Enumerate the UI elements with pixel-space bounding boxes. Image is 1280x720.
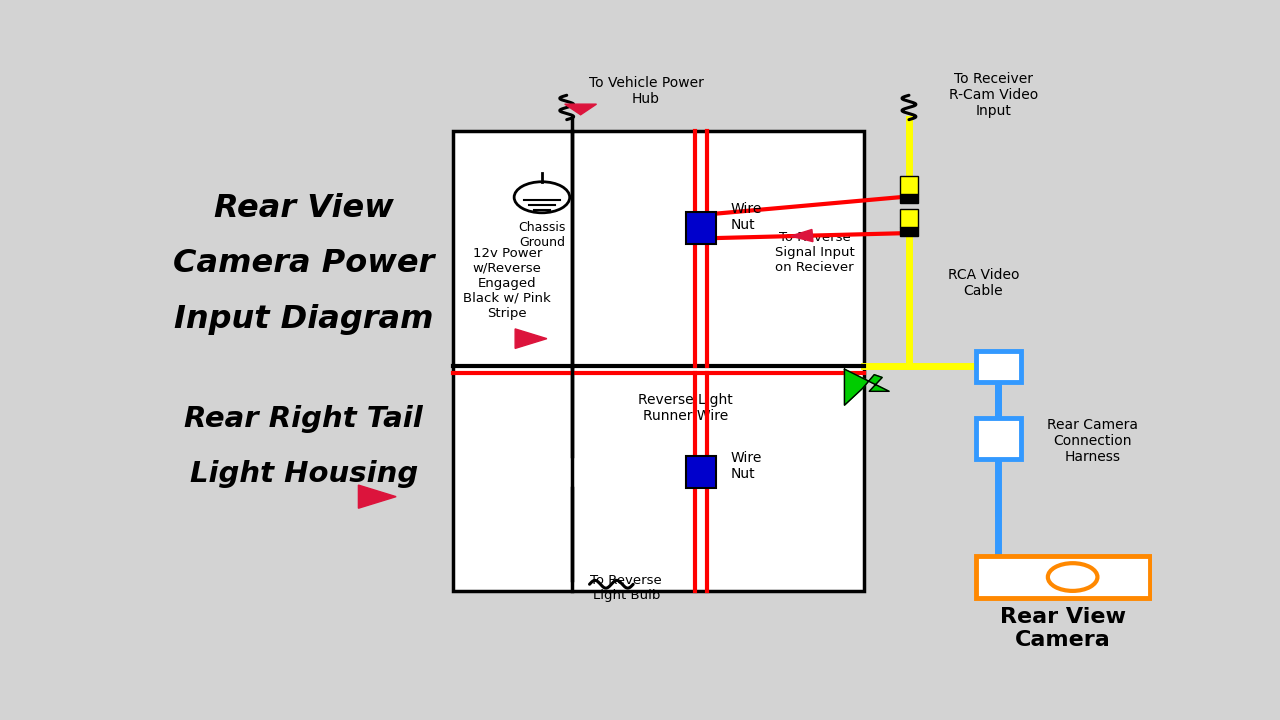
Bar [900, 176, 918, 194]
Text: Rear Camera
Connection
Harness: Rear Camera Connection Harness [1047, 418, 1138, 464]
Text: Rear View: Rear View [214, 193, 394, 224]
Text: Wire
Nut: Wire Nut [731, 202, 762, 232]
Text: To Reverse
Signal Input
on Reciever: To Reverse Signal Input on Reciever [774, 231, 855, 274]
Text: Light Housing: Light Housing [189, 461, 419, 488]
Bar [686, 456, 716, 487]
Text: Chassis
Ground: Chassis Ground [518, 221, 566, 249]
Text: To Reverse
Light Bulb: To Reverse Light Bulb [590, 574, 662, 602]
Bar [975, 418, 1020, 459]
Polygon shape [791, 230, 813, 242]
Bar [453, 131, 864, 591]
Bar [975, 351, 1020, 382]
Bar [975, 557, 1149, 598]
Polygon shape [845, 369, 890, 405]
Text: Reverse Light
Runner Wire: Reverse Light Runner Wire [639, 393, 733, 423]
Text: Input Diagram: Input Diagram [174, 304, 434, 335]
Text: To Vehicle Power
Hub: To Vehicle Power Hub [589, 76, 704, 106]
Text: To Receiver
R-Cam Video
Input: To Receiver R-Cam Video Input [948, 71, 1038, 118]
Text: 12v Power
w/Reverse
Engaged
Black w/ Pink
Stripe: 12v Power w/Reverse Engaged Black w/ Pin… [463, 247, 552, 320]
Text: Rear Right Tail: Rear Right Tail [184, 405, 424, 433]
Polygon shape [358, 485, 396, 508]
Text: RCA Video
Cable: RCA Video Cable [947, 268, 1019, 298]
Bar [900, 194, 918, 203]
Bar [686, 212, 716, 244]
Text: Rear View
Camera: Rear View Camera [1000, 607, 1125, 650]
Text: Wire
Nut: Wire Nut [731, 451, 762, 481]
Text: Camera Power: Camera Power [173, 248, 434, 279]
Polygon shape [515, 329, 547, 348]
Bar [900, 210, 918, 227]
Polygon shape [564, 104, 596, 114]
Bar [900, 227, 918, 236]
